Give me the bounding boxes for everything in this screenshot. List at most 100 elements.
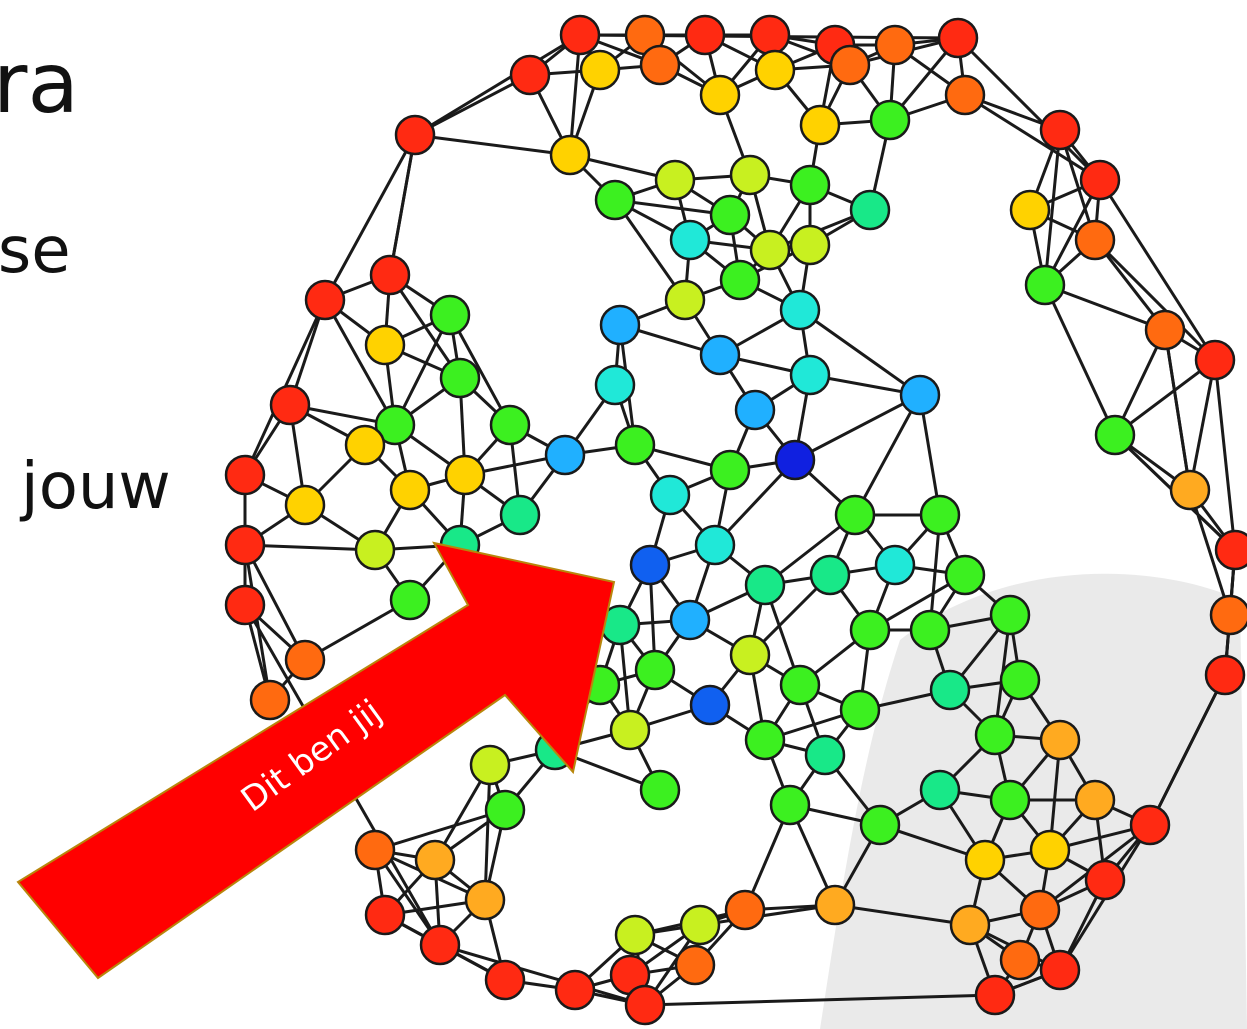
network-node bbox=[729, 634, 771, 676]
network-node bbox=[544, 434, 586, 476]
network-node bbox=[1209, 594, 1247, 636]
network-node bbox=[599, 304, 641, 346]
network-node bbox=[989, 779, 1031, 821]
network-node bbox=[614, 424, 656, 466]
network-node bbox=[499, 494, 541, 536]
network-node bbox=[919, 769, 961, 811]
network-edge bbox=[956, 36, 1102, 182]
network-node bbox=[929, 669, 971, 711]
network-node bbox=[1079, 159, 1121, 201]
network-node bbox=[989, 594, 1031, 636]
slide-text-clip-2: yse bbox=[0, 0, 110, 1029]
network-edge bbox=[794, 393, 921, 462]
network-node bbox=[1074, 219, 1116, 261]
network-node bbox=[249, 679, 291, 721]
network-node bbox=[669, 599, 711, 641]
network-node bbox=[899, 374, 941, 416]
network-node bbox=[594, 364, 636, 406]
network-node bbox=[769, 784, 811, 826]
network-node bbox=[419, 924, 461, 966]
network-node bbox=[1039, 719, 1081, 761]
network-node bbox=[389, 579, 431, 621]
network-node bbox=[1039, 109, 1081, 151]
network-node bbox=[624, 984, 666, 1026]
network-edge bbox=[414, 33, 581, 137]
network-node bbox=[694, 524, 736, 566]
network-node bbox=[1074, 779, 1116, 821]
network-node bbox=[389, 469, 431, 511]
network-node bbox=[269, 384, 311, 426]
network-node bbox=[834, 494, 876, 536]
network-edge bbox=[388, 134, 417, 276]
network-node bbox=[799, 104, 841, 146]
network-edge bbox=[374, 808, 506, 852]
network-node bbox=[224, 584, 266, 626]
network-node bbox=[674, 944, 716, 986]
network-node bbox=[1039, 949, 1081, 991]
network-node bbox=[684, 14, 726, 56]
network-edge bbox=[1188, 359, 1217, 491]
network-node bbox=[804, 734, 846, 776]
network-edge bbox=[834, 903, 971, 927]
network-edge bbox=[1213, 359, 1237, 551]
network-node bbox=[719, 259, 761, 301]
network-node bbox=[594, 179, 636, 221]
network-node bbox=[744, 719, 786, 761]
network-node bbox=[699, 334, 741, 376]
network-node bbox=[224, 524, 266, 566]
network-node bbox=[304, 279, 346, 321]
network-node bbox=[654, 159, 696, 201]
network-node bbox=[789, 354, 831, 396]
network-edge bbox=[393, 314, 452, 426]
network-edge bbox=[799, 308, 921, 397]
network-node bbox=[944, 74, 986, 116]
network-node bbox=[874, 24, 916, 66]
network-node bbox=[699, 74, 741, 116]
network-edge bbox=[1093, 238, 1217, 362]
network-edge bbox=[1043, 284, 1117, 436]
network-node bbox=[484, 789, 526, 831]
slide-text-line-3: n jouw bbox=[0, 450, 171, 524]
network-node bbox=[689, 684, 731, 726]
network-edge bbox=[439, 943, 646, 1007]
network-node bbox=[669, 219, 711, 261]
network-node bbox=[284, 639, 326, 681]
network-node bbox=[937, 17, 979, 59]
network-node bbox=[549, 134, 591, 176]
network-node bbox=[974, 714, 1016, 756]
network-node bbox=[374, 404, 416, 446]
slide-text-clip: tra bbox=[0, 0, 110, 1029]
network-node bbox=[734, 389, 776, 431]
network-node bbox=[754, 49, 796, 91]
network-node bbox=[679, 904, 721, 946]
network-node bbox=[749, 14, 791, 56]
network-edge bbox=[1044, 283, 1166, 332]
network-node bbox=[999, 659, 1041, 701]
network-node bbox=[859, 804, 901, 846]
network-edge bbox=[699, 903, 836, 927]
network-edge bbox=[613, 199, 687, 301]
network-edge bbox=[1188, 489, 1232, 616]
network-node bbox=[579, 49, 621, 91]
network-node bbox=[639, 44, 681, 86]
network-node bbox=[1129, 804, 1171, 846]
network-node bbox=[709, 194, 751, 236]
network-edge bbox=[918, 394, 942, 516]
slide-text-clip-3: n jouw bbox=[0, 0, 230, 1029]
network-node bbox=[829, 44, 871, 86]
network-node bbox=[554, 969, 596, 1011]
slide-text-line-2: yse bbox=[0, 214, 71, 288]
network-node bbox=[1194, 339, 1236, 381]
network-edge bbox=[964, 93, 1101, 182]
network-edge bbox=[244, 543, 376, 552]
network-node bbox=[749, 229, 791, 271]
network-node bbox=[774, 439, 816, 481]
network-node bbox=[509, 54, 551, 96]
network-node bbox=[639, 769, 681, 811]
network-node bbox=[779, 664, 821, 706]
network-node bbox=[809, 554, 851, 596]
network-edge bbox=[243, 544, 307, 661]
network-node bbox=[609, 709, 651, 751]
